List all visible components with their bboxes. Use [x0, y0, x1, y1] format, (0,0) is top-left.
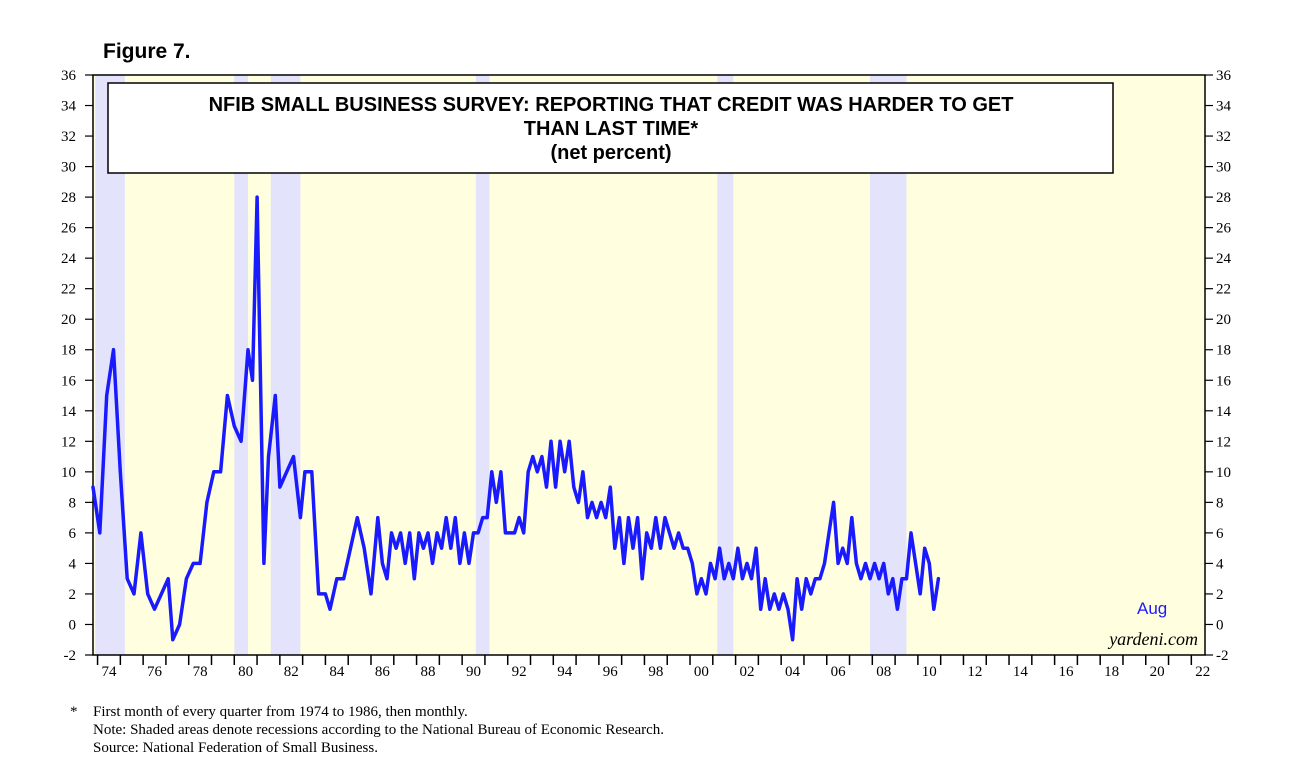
- y-tick-label-left: 12: [61, 434, 76, 450]
- x-tick-label: 74: [101, 664, 117, 680]
- y-tick-label-right: 2: [1216, 587, 1224, 603]
- y-tick-label-right: 32: [1216, 129, 1231, 145]
- title-box-frame: [107, 82, 1114, 174]
- y-tick-label-right: 4: [1216, 556, 1224, 572]
- footnote-text: Note: Shaded areas denote recessions acc…: [93, 722, 665, 738]
- y-tick-label-right: 16: [1216, 373, 1232, 389]
- y-tick-label-left: 34: [61, 99, 77, 115]
- x-tick-label: 18: [1104, 664, 1119, 680]
- x-tick-label: 76: [147, 664, 163, 680]
- y-tick-label-right: 22: [1216, 282, 1231, 298]
- footnote-mark: [70, 721, 93, 739]
- y-tick-label-right: 30: [1216, 160, 1231, 176]
- y-tick-label-left: 22: [61, 282, 76, 298]
- y-tick-label-left: 18: [61, 343, 76, 359]
- x-tick-label: 80: [238, 664, 253, 680]
- recession-shading: [95, 75, 907, 655]
- end-label: Aug: [1137, 599, 1167, 618]
- y-tick-label-right: 36: [1216, 68, 1232, 84]
- y-tick-label-left: -2: [64, 648, 77, 664]
- x-tick-label: 82: [284, 664, 299, 680]
- watermark: yardeni.com: [1107, 629, 1198, 649]
- y-tick-label-left: 6: [69, 526, 77, 542]
- footnotes: * First month of every quarter from 1974…: [70, 703, 664, 757]
- y-tick-label-right: 0: [1216, 617, 1224, 633]
- y-tick-label-left: 36: [61, 68, 77, 84]
- y-tick-label-right: 24: [1216, 251, 1232, 267]
- y-tick-label-left: 16: [61, 373, 77, 389]
- x-tick-label: 98: [648, 664, 663, 680]
- y-tick-label-right: 34: [1216, 99, 1232, 115]
- recession-band: [475, 75, 490, 655]
- y-tick-label-right: 18: [1216, 343, 1231, 359]
- footnote-mark: [70, 739, 93, 757]
- x-tick-label: 12: [967, 664, 982, 680]
- x-tick-label: 00: [694, 664, 709, 680]
- footnote-text: Source: National Federation of Small Bus…: [93, 740, 378, 756]
- y-tick-label-right: 26: [1216, 221, 1232, 237]
- y-tick-label-left: 4: [69, 556, 77, 572]
- title-box: NFIB SMALL BUSINESS SURVEY: REPORTING TH…: [107, 82, 1114, 174]
- footnote-text: First month of every quarter from 1974 t…: [93, 704, 468, 720]
- footnote-row: Source: National Federation of Small Bus…: [70, 739, 664, 757]
- y-tick-label-left: 30: [61, 160, 76, 176]
- y-tick-label-right: -2: [1216, 648, 1229, 664]
- y-tick-label-right: 10: [1216, 465, 1231, 481]
- x-tick-label: 88: [420, 664, 435, 680]
- x-tick-label: 14: [1013, 664, 1029, 680]
- x-tick-label: 94: [557, 664, 573, 680]
- x-tick-label: 92: [512, 664, 527, 680]
- series-line: [91, 195, 941, 642]
- y-tick-label-left: 10: [61, 465, 76, 481]
- y-tick-label-left: 0: [69, 617, 77, 633]
- y-tick-label-right: 8: [1216, 495, 1224, 511]
- data-series: [91, 195, 941, 642]
- x-tick-label: 06: [831, 664, 847, 680]
- title-line-3: (net percent): [550, 142, 671, 164]
- y-tick-label-left: 14: [61, 404, 77, 420]
- y-tick-label-left: 28: [61, 190, 76, 206]
- recession-band: [234, 75, 248, 655]
- footnote-row: Note: Shaded areas denote recessions acc…: [70, 721, 664, 739]
- x-tick-label: 10: [922, 664, 937, 680]
- title-line-1: NFIB SMALL BUSINESS SURVEY: REPORTING TH…: [209, 94, 1014, 116]
- y-tick-label-left: 26: [61, 221, 77, 237]
- y-tick-label-left: 20: [61, 312, 76, 328]
- x-tick-label: 16: [1059, 664, 1075, 680]
- recession-band: [717, 75, 734, 655]
- y-tick-label-left: 8: [69, 495, 77, 511]
- y-tick-label-right: 6: [1216, 526, 1224, 542]
- x-tick-label: 86: [375, 664, 391, 680]
- y-tick-label-right: 20: [1216, 312, 1231, 328]
- plot-frame: [92, 74, 1206, 656]
- footnote-mark: *: [70, 704, 78, 720]
- y-tick-label-right: 12: [1216, 434, 1231, 450]
- x-tick-label: 22: [1195, 664, 1210, 680]
- x-tick-label: 02: [739, 664, 754, 680]
- footnote-row: * First month of every quarter from 1974…: [70, 703, 664, 721]
- y-tick-label-left: 32: [61, 129, 76, 145]
- x-tick-label: 08: [876, 664, 891, 680]
- x-tick-label: 84: [329, 664, 345, 680]
- x-tick-label: 78: [193, 664, 208, 680]
- figure-label: Figure 7.: [103, 40, 191, 63]
- x-tick-label: 96: [603, 664, 619, 680]
- y-tick-label-right: 28: [1216, 190, 1231, 206]
- x-tick-label: 20: [1150, 664, 1165, 680]
- x-tick-label: 90: [466, 664, 481, 680]
- title-line-2: THAN LAST TIME*: [524, 118, 699, 140]
- y-tick-label-right: 14: [1216, 404, 1232, 420]
- y-tick-label-left: 2: [69, 587, 77, 603]
- y-tick-label-left: 24: [61, 251, 77, 267]
- x-tick-label: 04: [785, 664, 801, 680]
